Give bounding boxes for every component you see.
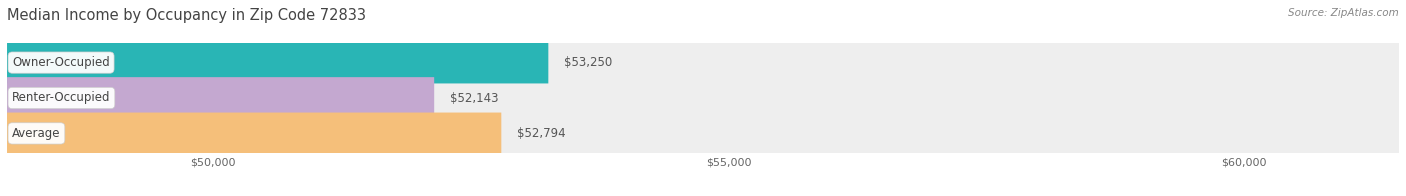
- Bar: [7, 45, 1399, 80]
- Text: $52,794: $52,794: [517, 127, 565, 140]
- Text: Renter-Occupied: Renter-Occupied: [13, 92, 111, 104]
- Text: Average: Average: [13, 127, 60, 140]
- Text: Median Income by Occupancy in Zip Code 72833: Median Income by Occupancy in Zip Code 7…: [7, 8, 366, 23]
- FancyBboxPatch shape: [7, 113, 1399, 154]
- Text: $52,143: $52,143: [450, 92, 498, 104]
- Bar: [7, 116, 1399, 151]
- FancyBboxPatch shape: [7, 77, 434, 119]
- FancyBboxPatch shape: [7, 42, 1399, 83]
- Bar: [7, 80, 1399, 116]
- Text: Source: ZipAtlas.com: Source: ZipAtlas.com: [1288, 8, 1399, 18]
- FancyBboxPatch shape: [7, 42, 548, 83]
- FancyBboxPatch shape: [7, 113, 502, 154]
- Text: Owner-Occupied: Owner-Occupied: [13, 56, 110, 69]
- Text: $53,250: $53,250: [564, 56, 612, 69]
- FancyBboxPatch shape: [7, 77, 1399, 119]
